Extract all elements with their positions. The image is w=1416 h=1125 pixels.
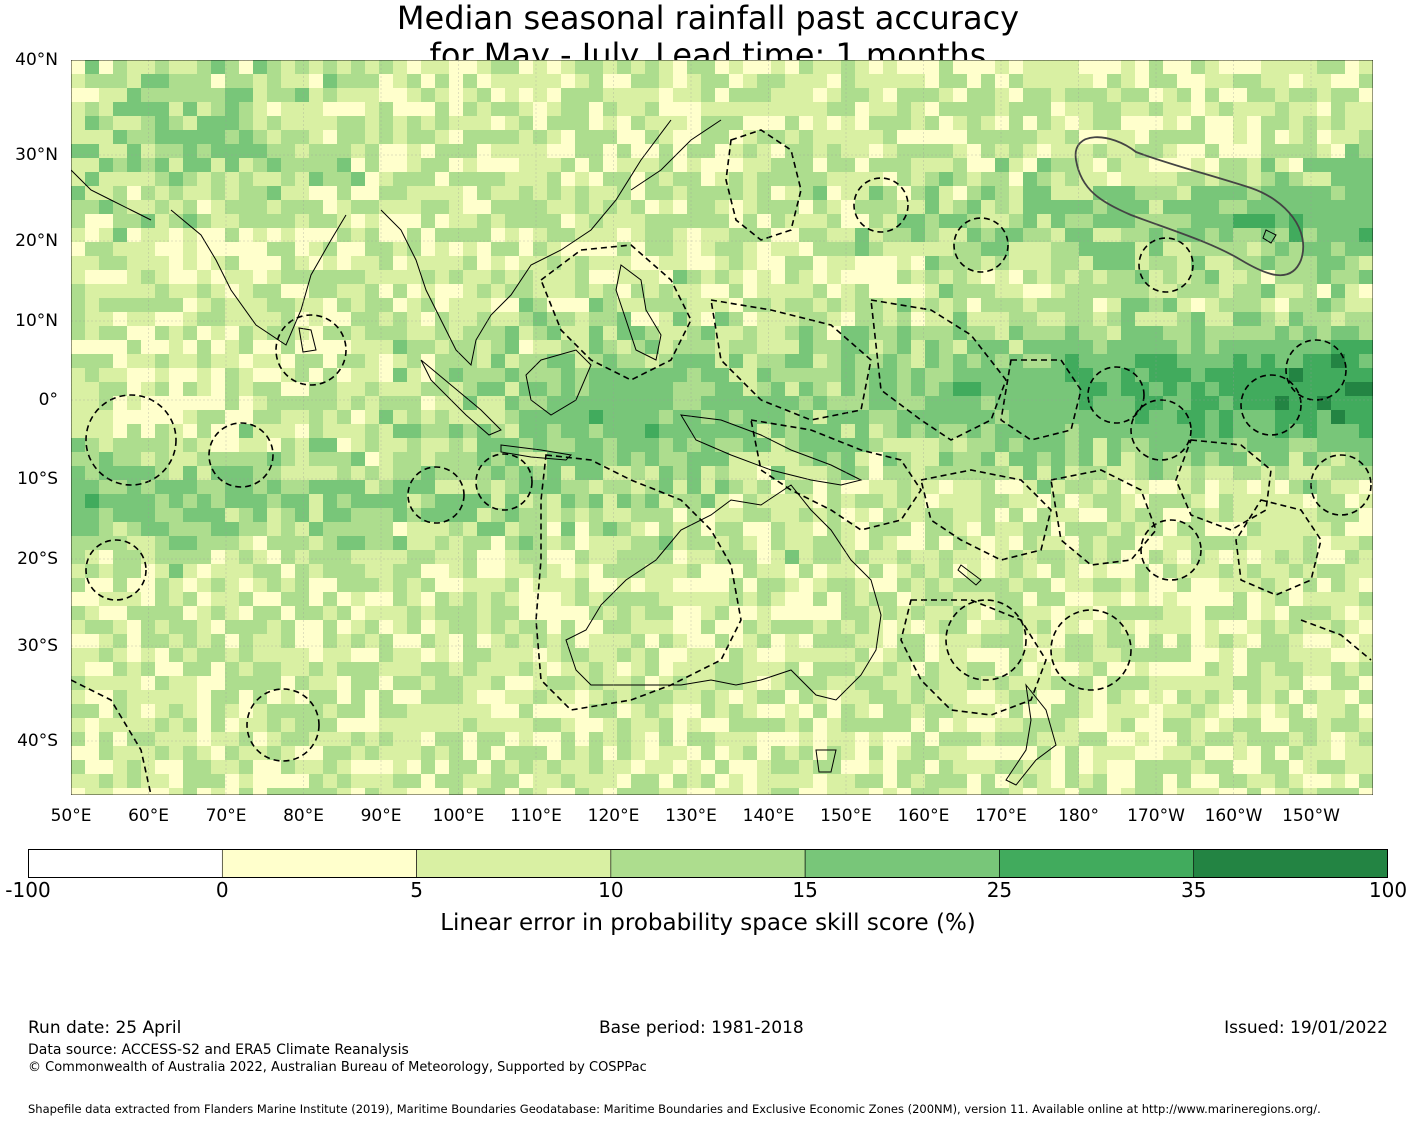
colorbar-segment (221, 849, 417, 878)
coastlines (71, 119, 1277, 786)
colorbar-segment (1193, 849, 1388, 878)
colorbar-tick-label: 10 (598, 878, 624, 902)
lat-label: 40°N (15, 50, 58, 70)
philippines-coastline (615, 264, 662, 361)
data-source: Data source: ACCESS-S2 and ERA5 Climate … (28, 1042, 409, 1058)
lat-label: 20°N (15, 231, 58, 251)
colorbar-segment (804, 849, 1000, 878)
australia-coastline (565, 484, 882, 701)
tasmania-coastline (815, 749, 837, 773)
base-period: Base period: 1981-2018 (599, 1018, 804, 1038)
skill-score-map (71, 60, 1373, 795)
lon-label: 60°E (128, 806, 169, 826)
lon-label: 160°E (897, 806, 950, 826)
colorbar-label: Linear error in probability space skill … (440, 910, 976, 936)
colorbar-segment (610, 849, 806, 878)
lon-label: 140°E (742, 806, 795, 826)
lon-label: 150°E (820, 806, 872, 826)
lon-label: 80°E (283, 806, 324, 826)
maritime-boundaries (71, 129, 1372, 795)
lat-label: 30°N (15, 145, 58, 165)
lat-label: 40°S (17, 731, 58, 751)
lon-label: 170°W (1127, 806, 1185, 826)
lat-label: 10°N (15, 311, 58, 331)
hawaii-coastline (1262, 229, 1277, 244)
lon-label: 150°W (1282, 806, 1340, 826)
lon-label: 100°E (432, 806, 485, 826)
run-date: Run date: 25 April (28, 1018, 182, 1038)
copyright: © Commonwealth of Australia 2022, Austra… (28, 1060, 647, 1075)
lon-label: 130°E (665, 806, 717, 826)
lat-label: 20°S (17, 549, 58, 569)
graticule (71, 60, 1373, 795)
colorbar-tick-label: 100 (1368, 878, 1408, 902)
colorbar-segment (416, 849, 612, 878)
lat-label: 10°S (17, 469, 58, 489)
colorbar-tick-label: 15 (792, 878, 818, 902)
new-zealand-coastline (1005, 683, 1057, 786)
shapefile-credit: Shapefile data extracted from Flanders M… (28, 1102, 1321, 1116)
lon-label: 110°E (510, 806, 562, 826)
colorbar-tick-label: 0 (215, 878, 229, 902)
colorbar-tick-label: 35 (1180, 878, 1207, 902)
colorbar (28, 849, 1388, 878)
arabia-coastline (71, 169, 152, 221)
lon-label: 90°E (360, 806, 402, 826)
lat-label: 0° (38, 390, 58, 410)
java-coastline (500, 444, 573, 461)
protected-area-outline (1074, 136, 1305, 277)
lat-label: 30°S (17, 636, 58, 656)
colorbar-segment (999, 849, 1195, 878)
borneo-coastline (525, 349, 592, 416)
colorbar-tick-label: 25 (986, 878, 1013, 902)
lon-label: 120°E (587, 806, 640, 826)
colorbar-segment (28, 849, 223, 878)
issued-date: Issued: 19/01/2022 (1224, 1018, 1388, 1038)
lon-label: 180° (1058, 806, 1099, 826)
lon-label: 50°E (50, 806, 92, 826)
lon-label: 160°W (1204, 806, 1263, 826)
lon-label: 70°E (205, 806, 247, 826)
map-title-line-1: Median seasonal rainfall past accuracy (396, 0, 1020, 37)
new-caledonia-coastline (957, 564, 982, 586)
se-asia-coastline (380, 119, 672, 367)
new-guinea-coastline (680, 414, 863, 486)
sumatra-coastline (420, 359, 502, 436)
colorbar-tick-label: 5 (410, 878, 423, 902)
skill-cells (71, 60, 1373, 795)
sri-lanka-coastline (298, 327, 317, 353)
lon-label: 170°E (975, 806, 1027, 826)
india-coastline (170, 209, 347, 346)
colorbar-tick-label: -100 (5, 878, 51, 902)
